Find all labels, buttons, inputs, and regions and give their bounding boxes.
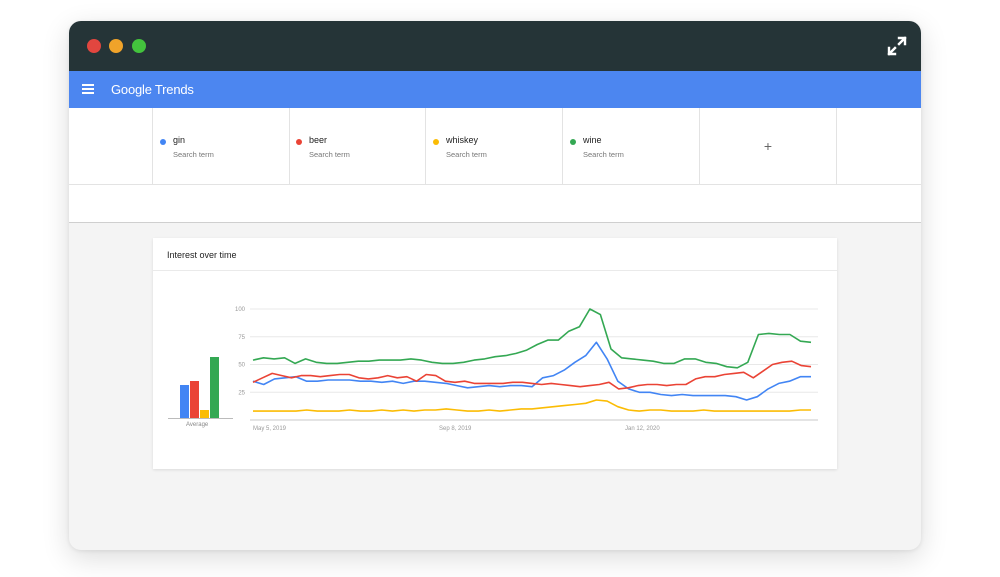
series-line-wine[interactable] xyxy=(252,308,812,369)
average-bar-whiskey[interactable] xyxy=(200,409,209,418)
y-tick-label: 75 xyxy=(238,335,245,341)
x-tick-label: Jan 12, 2020 xyxy=(625,426,660,432)
average-bar-gin[interactable] xyxy=(180,385,189,418)
google-trends-logo[interactable]: Google Trends xyxy=(111,82,194,97)
x-tick-label: Sep 8, 2019 xyxy=(439,426,472,432)
search-term-beer[interactable]: beer Search term xyxy=(289,108,426,184)
minimize-window-button[interactable] xyxy=(109,39,123,53)
search-term-name: wine xyxy=(583,135,602,145)
search-term-type: Search term xyxy=(446,150,487,159)
series-color-dot xyxy=(570,139,576,145)
y-tick-label: 25 xyxy=(238,390,245,396)
series-line-beer[interactable] xyxy=(252,360,812,390)
search-term-name: gin xyxy=(173,135,186,145)
x-tick-label: May 5, 2019 xyxy=(253,426,287,432)
average-bar-wine[interactable] xyxy=(210,357,219,418)
trends-app-bar: Google Trends xyxy=(69,71,921,108)
browser-window: Google Trends gin Search term beer Searc… xyxy=(69,21,921,550)
average-bar-beer[interactable] xyxy=(190,380,199,418)
close-window-button[interactable] xyxy=(87,39,101,53)
search-term-wine[interactable]: wine Search term xyxy=(563,108,700,184)
zoom-window-button[interactable] xyxy=(132,39,146,53)
expand-arrows-icon[interactable] xyxy=(887,36,907,56)
series-line-gin[interactable] xyxy=(252,341,811,401)
filters-bar xyxy=(69,185,921,223)
add-comparison-button[interactable]: + xyxy=(700,108,837,184)
y-tick-label: 100 xyxy=(235,307,246,313)
series-color-dot xyxy=(433,139,439,145)
search-term-name: beer xyxy=(309,135,328,145)
window-titlebar xyxy=(69,21,921,71)
series-color-dot xyxy=(296,139,302,145)
search-term-whiskey[interactable]: whiskey Search term xyxy=(426,108,563,184)
average-baseline xyxy=(168,418,233,419)
search-term-gin[interactable]: gin Search term xyxy=(152,108,290,184)
card-divider xyxy=(153,270,837,271)
search-terms-bar: gin Search term beer Search term whiskey… xyxy=(69,108,921,185)
series-line-whiskey[interactable] xyxy=(253,399,811,412)
interest-line-chart[interactable]: 100 75 50 25 May 5, 2019 Sep 8, 2019 Jan 12, 2… xyxy=(153,238,837,469)
search-term-type: Search term xyxy=(583,150,624,159)
average-label: Average xyxy=(186,422,209,428)
search-term-name: whiskey xyxy=(446,135,479,145)
y-tick-label: 50 xyxy=(238,363,245,369)
hamburger-menu-icon[interactable] xyxy=(82,84,94,94)
interest-over-time-card: Interest over time Average 100 75 50 25 May … xyxy=(153,238,837,469)
card-title: Interest over time xyxy=(167,250,237,260)
search-term-type: Search term xyxy=(173,150,214,159)
series-color-dot xyxy=(160,139,166,145)
search-term-type: Search term xyxy=(309,150,350,159)
